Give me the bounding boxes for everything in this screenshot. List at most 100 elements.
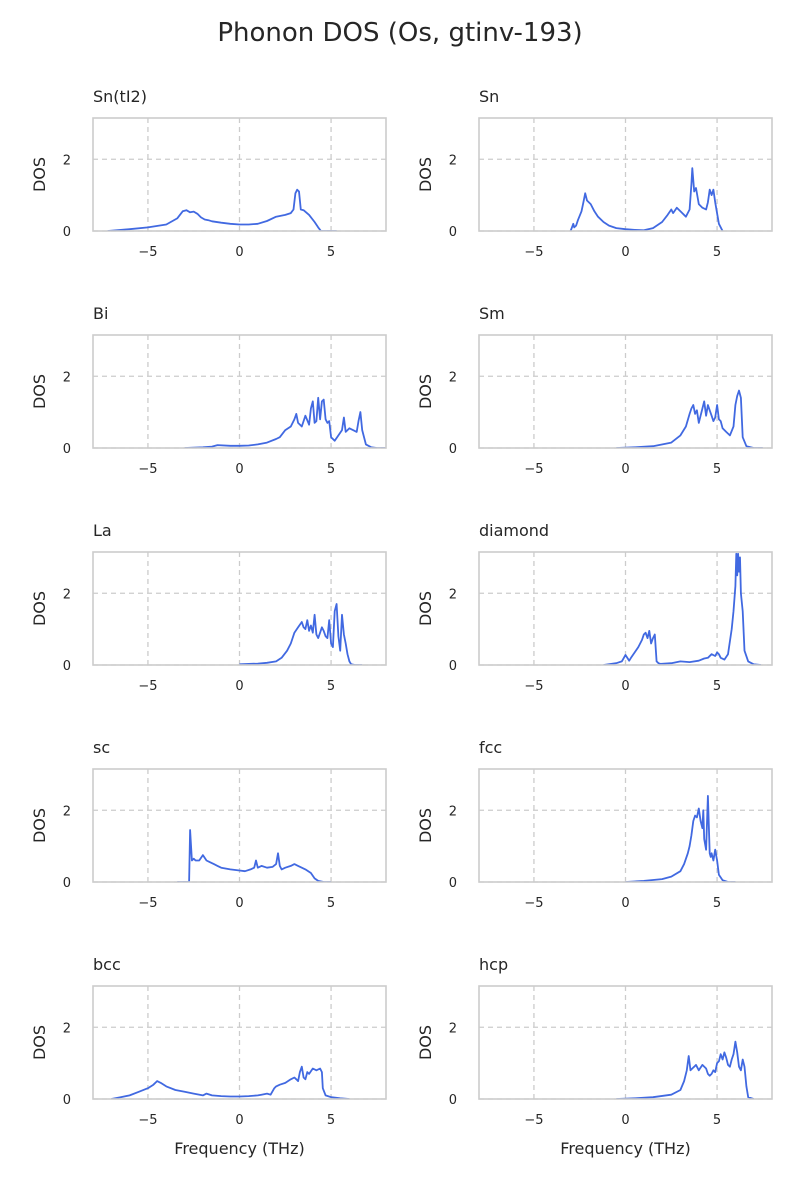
y-tick-label: 2 bbox=[63, 804, 71, 819]
x-tick-label: 0 bbox=[621, 1113, 629, 1128]
x-tick-label: 5 bbox=[327, 1113, 335, 1128]
panel-4: La −5 0 5 0 2 DOS bbox=[30, 521, 387, 694]
subplot-title: Sn(tI2) bbox=[93, 87, 147, 106]
y-tick-label: 2 bbox=[449, 153, 457, 168]
x-tick-label: 5 bbox=[327, 245, 335, 260]
y-tick-label: 2 bbox=[449, 1021, 457, 1036]
plot-frame bbox=[92, 334, 387, 449]
y-tick-label: 0 bbox=[63, 225, 71, 240]
x-tick-label: 0 bbox=[235, 1113, 243, 1128]
x-tick-label: −5 bbox=[524, 1113, 543, 1128]
y-axis-label: DOS bbox=[30, 374, 49, 409]
y-tick-label: 0 bbox=[449, 225, 457, 240]
x-tick-label: −5 bbox=[138, 679, 157, 694]
x-tick-label: 5 bbox=[713, 679, 721, 694]
y-tick-label: 2 bbox=[449, 587, 457, 602]
x-tick-label: −5 bbox=[138, 896, 157, 911]
panel-2: Bi −5 0 5 0 2 DOS bbox=[30, 304, 387, 477]
subplot-title: sc bbox=[93, 738, 110, 757]
y-tick-label: 0 bbox=[63, 659, 71, 674]
figure-title: Phonon DOS (Os, gtinv-193) bbox=[217, 18, 583, 48]
y-tick-label: 0 bbox=[449, 1093, 457, 1108]
x-tick-label: 0 bbox=[621, 462, 629, 477]
plot-frame bbox=[478, 768, 773, 883]
y-axis-label: DOS bbox=[416, 157, 435, 192]
y-tick-label: 0 bbox=[449, 659, 457, 674]
y-tick-label: 2 bbox=[449, 804, 457, 819]
x-tick-label: −5 bbox=[138, 462, 157, 477]
x-tick-label: −5 bbox=[524, 896, 543, 911]
x-tick-label: −5 bbox=[524, 245, 543, 260]
y-tick-label: 2 bbox=[63, 153, 71, 168]
x-tick-label: 5 bbox=[327, 679, 335, 694]
x-tick-label: 5 bbox=[713, 245, 721, 260]
y-tick-label: 2 bbox=[449, 370, 457, 385]
subplot-title: diamond bbox=[479, 521, 549, 540]
plot-frame bbox=[478, 551, 773, 666]
x-tick-label: 0 bbox=[235, 462, 243, 477]
x-tick-label: 5 bbox=[327, 896, 335, 911]
plot-frame bbox=[92, 985, 387, 1100]
panel-5: diamond −5 0 5 0 2 DOS bbox=[416, 521, 773, 694]
plot-frame bbox=[92, 768, 387, 883]
y-tick-label: 2 bbox=[63, 587, 71, 602]
y-tick-label: 0 bbox=[449, 442, 457, 457]
y-tick-label: 0 bbox=[449, 876, 457, 891]
dos-line-9-0 bbox=[616, 1040, 754, 1099]
y-axis-label: DOS bbox=[30, 591, 49, 626]
y-axis-label: DOS bbox=[416, 1025, 435, 1060]
y-axis-label: DOS bbox=[30, 808, 49, 843]
x-tick-label: 0 bbox=[235, 245, 243, 260]
x-tick-label: 0 bbox=[235, 679, 243, 694]
panel-3: Sm −5 0 5 0 2 DOS bbox=[416, 304, 773, 477]
dos-line-8-0 bbox=[111, 1065, 350, 1099]
dos-line-7-0 bbox=[625, 795, 736, 882]
y-axis-label: DOS bbox=[416, 591, 435, 626]
plot-frame bbox=[478, 985, 773, 1100]
subplot-title: hcp bbox=[479, 955, 508, 974]
x-tick-label: 5 bbox=[713, 1113, 721, 1128]
dos-line-3-0 bbox=[616, 389, 763, 448]
y-axis-label: DOS bbox=[416, 374, 435, 409]
plot-frame bbox=[92, 117, 387, 232]
y-axis-label: DOS bbox=[416, 808, 435, 843]
panel-9: hcp −5 0 5 0 2 DOS Frequency (THz) bbox=[416, 955, 773, 1158]
subplot-title: fcc bbox=[479, 738, 502, 757]
y-axis-label: DOS bbox=[30, 157, 49, 192]
x-tick-label: −5 bbox=[138, 245, 157, 260]
y-tick-label: 0 bbox=[63, 876, 71, 891]
dos-line-6-0 bbox=[177, 829, 332, 882]
panel-7: fcc −5 0 5 0 2 DOS bbox=[416, 738, 773, 911]
x-tick-label: 0 bbox=[621, 896, 629, 911]
panel-1: Sn −5 0 5 0 2 DOS bbox=[416, 87, 773, 260]
x-tick-label: 5 bbox=[713, 462, 721, 477]
x-tick-label: 0 bbox=[621, 679, 629, 694]
x-tick-label: 0 bbox=[235, 896, 243, 911]
y-tick-label: 0 bbox=[63, 1093, 71, 1108]
x-tick-label: −5 bbox=[138, 1113, 157, 1128]
y-tick-label: 2 bbox=[63, 1021, 71, 1036]
y-tick-label: 0 bbox=[63, 442, 71, 457]
y-axis-label: DOS bbox=[30, 1025, 49, 1060]
dos-line-0-0 bbox=[107, 188, 337, 231]
x-tick-label: −5 bbox=[524, 679, 543, 694]
panel-8: bcc −5 0 5 0 2 DOS Frequency (THz) bbox=[30, 955, 387, 1158]
dos-line-2-0 bbox=[184, 396, 386, 448]
plot-frame bbox=[92, 551, 387, 666]
subplot-title: Bi bbox=[93, 304, 108, 323]
x-axis-label: Frequency (THz) bbox=[560, 1139, 690, 1158]
subplot-title: La bbox=[93, 521, 112, 540]
panel-6: sc −5 0 5 0 2 DOS bbox=[30, 738, 387, 911]
plot-frame bbox=[478, 334, 773, 449]
panel-0: Sn(tI2) −5 0 5 0 2 DOS bbox=[30, 87, 387, 260]
plot-frame bbox=[478, 117, 773, 232]
dos-line-5-0 bbox=[603, 552, 762, 665]
dos-line-4-0 bbox=[239, 603, 363, 665]
x-tick-label: 0 bbox=[621, 245, 629, 260]
subplot-title: Sn bbox=[479, 87, 499, 106]
subplot-title: bcc bbox=[93, 955, 121, 974]
x-tick-label: 5 bbox=[713, 896, 721, 911]
x-axis-label: Frequency (THz) bbox=[174, 1139, 304, 1158]
x-tick-label: −5 bbox=[524, 462, 543, 477]
